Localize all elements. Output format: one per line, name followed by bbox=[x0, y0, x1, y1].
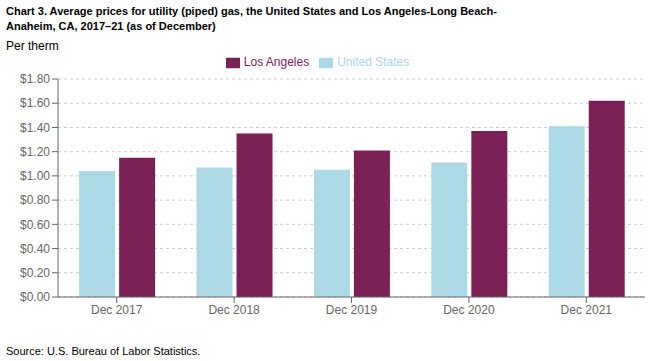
svg-text:$1.80: $1.80 bbox=[20, 72, 50, 86]
svg-text:Dec 2019: Dec 2019 bbox=[326, 302, 378, 316]
svg-text:$0.00: $0.00 bbox=[20, 290, 50, 304]
svg-text:Dec 2018: Dec 2018 bbox=[208, 302, 260, 316]
html-text:Los Angeles: Los Angeles bbox=[243, 54, 310, 69]
svg-text:$1.00: $1.00 bbox=[20, 169, 50, 183]
html-text:United States: United States bbox=[337, 54, 410, 69]
svg-text:Dec 2020: Dec 2020 bbox=[443, 302, 495, 316]
html-text:Chart 3. Average prices for ut: Chart 3. Average prices for utility (pip… bbox=[6, 5, 497, 17]
svg-text:$0.20: $0.20 bbox=[20, 266, 50, 280]
svg-text:$1.20: $1.20 bbox=[20, 145, 50, 159]
svg-text:$1.40: $1.40 bbox=[20, 120, 50, 134]
html-text:Per therm: Per therm bbox=[6, 38, 59, 53]
svg-text:Dec 2017: Dec 2017 bbox=[91, 302, 143, 316]
html-text:Anaheim, CA, 2017–21 (as of De: Anaheim, CA, 2017–21 (as of December) bbox=[6, 20, 216, 33]
svg-text:$0.40: $0.40 bbox=[20, 242, 50, 256]
html-text:Source: U.S. Bureau of Labor S: Source: U.S. Bureau of Labor Statistics. bbox=[6, 345, 201, 357]
svg-text:$0.60: $0.60 bbox=[20, 217, 50, 231]
svg-text:$0.80: $0.80 bbox=[20, 193, 50, 207]
svg-text:$1.60: $1.60 bbox=[20, 96, 50, 110]
svg-text:Dec 2021: Dec 2021 bbox=[561, 302, 613, 316]
